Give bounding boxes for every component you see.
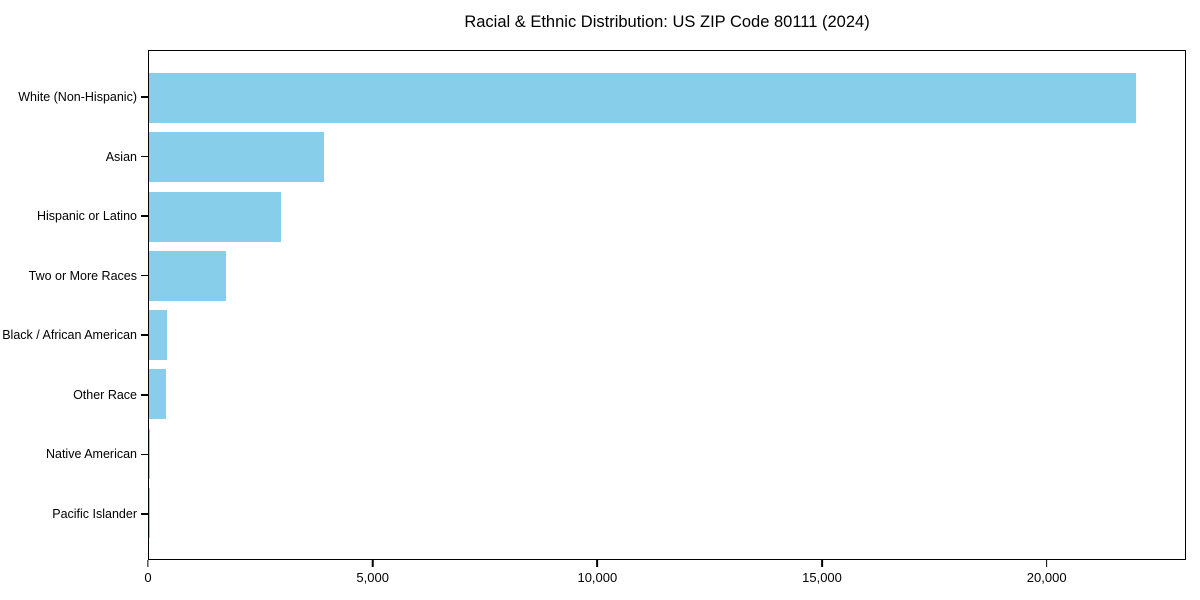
y-tick-mark <box>141 96 148 98</box>
bar-row <box>149 369 1185 420</box>
bar-row <box>149 132 1185 183</box>
y-tick-mark <box>141 155 148 158</box>
x-tick: 20,000 <box>1027 560 1067 585</box>
y-tick-label: Two or More Races <box>28 268 137 283</box>
bar <box>149 369 167 420</box>
bar-row <box>149 487 1185 538</box>
y-tick-label: Pacific Islander <box>52 506 137 521</box>
bar-row <box>149 250 1185 301</box>
bar <box>149 132 324 183</box>
x-tick: 15,000 <box>802 560 842 585</box>
y-axis-labels: White (Non-Hispanic) Asian Hispanic or Lat… <box>0 50 148 560</box>
plot-area <box>148 50 1186 560</box>
x-tick-label: 10,000 <box>577 570 618 585</box>
y-tick-row: Pacific Islander <box>0 489 148 539</box>
y-tick-label: Black / African American <box>2 328 137 343</box>
bar <box>149 250 227 301</box>
chart-title: Racial & Ethnic Distribution: US ZIP Cod… <box>464 13 870 31</box>
x-tick-mark <box>1045 560 1048 567</box>
y-tick-label: Other Race <box>73 387 137 402</box>
y-tick-label: White (Non-Hispanic) <box>18 90 137 104</box>
x-tick-mark <box>371 560 374 567</box>
y-tick-row: Asian <box>0 132 148 182</box>
y-tick-row: White (Non-Hispanic) <box>0 72 148 122</box>
x-tick-mark <box>147 560 149 567</box>
y-tick-mark <box>141 215 148 217</box>
bar <box>149 310 167 361</box>
bar <box>149 73 1136 123</box>
x-tick-label: 5,000 <box>356 570 389 585</box>
y-tick-label: Hispanic or Latino <box>36 209 137 224</box>
x-tick-mark <box>821 560 823 567</box>
x-axis: 0 5,000 10,000 15,000 20,000 <box>144 560 1186 600</box>
bars <box>149 51 1185 559</box>
y-tick-mark <box>141 274 148 277</box>
y-tick-mark <box>141 334 148 337</box>
x-tick: 5,000 <box>356 560 389 585</box>
x-tick-label: 15,000 <box>802 570 842 585</box>
y-tick-row: Other Race <box>0 370 148 420</box>
y-tick-row: Native American <box>0 429 148 479</box>
x-tick: 10,000 <box>577 560 617 585</box>
y-tick-label: Asian <box>105 149 137 164</box>
y-tick-mark <box>141 453 148 456</box>
x-tick-label: 20,000 <box>1026 570 1067 585</box>
bar-row <box>149 191 1185 242</box>
bar-row <box>149 428 1185 479</box>
y-tick-row: Hispanic or Latino <box>0 191 148 241</box>
bar-row <box>149 310 1185 361</box>
y-tick-mark <box>141 513 148 515</box>
x-tick-label: 0 <box>144 570 152 585</box>
y-tick-mark <box>141 394 148 396</box>
y-tick-row: Two or More Races <box>0 251 148 301</box>
bar-row <box>149 73 1185 123</box>
y-tick-row: Black / African American <box>0 310 148 360</box>
bar <box>149 191 282 242</box>
bar <box>149 428 151 479</box>
x-tick: 0 <box>144 560 152 585</box>
x-tick-mark <box>596 560 599 567</box>
y-tick-label: Native American <box>45 447 137 462</box>
